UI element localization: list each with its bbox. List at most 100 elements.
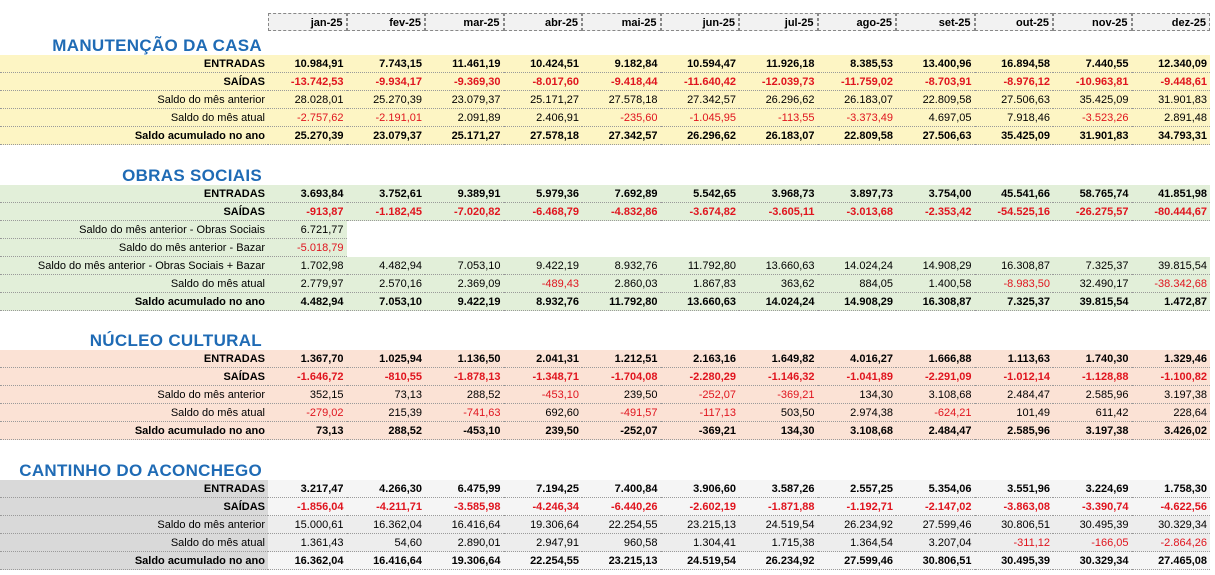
value-cell: 39.815,54	[1053, 293, 1132, 311]
value-cell: -26.275,57	[1053, 203, 1132, 221]
value-cell: 7.053,10	[346, 293, 425, 311]
value-cell: 2.570,16	[346, 275, 425, 293]
value-cell: 1.025,94	[346, 350, 425, 368]
value-cell: -3.674,82	[660, 203, 739, 221]
value-cell: -9.448,61	[1131, 73, 1210, 91]
value-cell: 101,49	[974, 404, 1053, 422]
value-cell: 73,13	[346, 386, 425, 404]
value-cell: -4.211,71	[346, 498, 425, 516]
month-header: out-25	[974, 13, 1053, 31]
section-title: OBRAS SOCIAIS	[122, 166, 262, 185]
value-cell: 3.207,04	[896, 534, 975, 552]
value-cell: 1.758,30	[1131, 480, 1210, 498]
value-cell: 7.400,84	[582, 480, 661, 498]
value-cell: 1.136,50	[425, 350, 504, 368]
value-cell: -9.934,17	[346, 73, 425, 91]
value-cell: 3.217,47	[268, 480, 347, 498]
value-cell: 8.932,76	[503, 293, 582, 311]
value-cell: 11.792,80	[660, 257, 739, 275]
value-cell: -2.291,09	[896, 368, 975, 386]
value-cell: 23.079,37	[425, 91, 504, 109]
value-cell: 27.465,08	[1131, 552, 1210, 570]
value-cell: 14.908,29	[817, 293, 896, 311]
value-cell: 22.254,55	[503, 552, 582, 570]
value-cell: -369,21	[739, 386, 818, 404]
value-cell: 27.578,18	[582, 91, 661, 109]
value-cell: 2.947,91	[503, 534, 582, 552]
value-cell: 25.270,39	[268, 127, 347, 145]
value-cell: 3.587,26	[739, 480, 818, 498]
value-cell: 45.541,66	[974, 185, 1053, 203]
value-cell: -810,55	[346, 368, 425, 386]
value-cell: -235,60	[582, 109, 661, 127]
value-cell: 239,50	[582, 386, 661, 404]
value-cell: 4.266,30	[346, 480, 425, 498]
value-cell: 58.765,74	[1053, 185, 1132, 203]
value-cell: 2.041,31	[503, 350, 582, 368]
value-cell: 31.901,83	[1131, 91, 1210, 109]
value-cell: -2.147,02	[896, 498, 975, 516]
value-cell: -1.856,04	[268, 498, 347, 516]
row-label: ENTRADAS	[0, 55, 268, 73]
value-cell: 7.918,46	[974, 109, 1053, 127]
row-label: SAÍDAS	[0, 368, 268, 386]
value-cell: 26.234,92	[739, 552, 818, 570]
value-cell: 1.666,88	[896, 350, 975, 368]
row-label: Saldo acumulado no ano	[0, 552, 268, 570]
value-cell: -80.444,67	[1131, 203, 1210, 221]
value-cell: -11.759,02	[817, 73, 896, 91]
month-header: jul-25	[739, 13, 818, 31]
value-cell: 14.024,24	[817, 257, 896, 275]
value-cell: -2.191,01	[346, 109, 425, 127]
value-cell: 3.693,84	[268, 185, 347, 203]
value-cell: 30.806,51	[896, 552, 975, 570]
value-cell: -913,87	[268, 203, 347, 221]
month-header: jun-25	[660, 13, 739, 31]
value-cell: 3.551,96	[974, 480, 1053, 498]
value-cell: 239,50	[503, 422, 582, 440]
month-header: abr-25	[503, 13, 582, 31]
row-label: Saldo do mês anterior	[0, 386, 268, 404]
value-cell: 26.183,07	[817, 91, 896, 109]
value-cell: -6.440,26	[582, 498, 661, 516]
value-cell: 3.426,02	[1131, 422, 1210, 440]
value-cell: 960,58	[582, 534, 661, 552]
value-cell: -3.863,08	[974, 498, 1053, 516]
value-cell: 11.461,19	[425, 55, 504, 73]
value-cell: 288,52	[346, 422, 425, 440]
value-cell: -3.390,74	[1053, 498, 1132, 516]
value-cell: -54.525,16	[974, 203, 1053, 221]
value-cell: 23.215,13	[660, 516, 739, 534]
value-cell: 27.342,57	[582, 127, 661, 145]
value-cell: 2.557,25	[817, 480, 896, 498]
value-cell: 2.891,48	[1131, 109, 1210, 127]
value-cell: -1.646,72	[268, 368, 347, 386]
value-cell: -113,55	[739, 109, 818, 127]
value-cell: -252,07	[660, 386, 739, 404]
value-cell: -8.017,60	[503, 73, 582, 91]
value-cell: 10.594,47	[660, 55, 739, 73]
value-cell: -13.742,53	[268, 73, 347, 91]
section-title: NÚCLEO CULTURAL	[89, 331, 262, 350]
value-cell: 611,42	[1053, 404, 1132, 422]
value-cell: 8.385,53	[817, 55, 896, 73]
value-cell: 2.585,96	[1053, 386, 1132, 404]
row-label: Saldo do mês anterior - Obras Sociais + …	[0, 257, 268, 275]
value-cell: 16.894,58	[974, 55, 1053, 73]
value-cell: -1.128,88	[1053, 368, 1132, 386]
value-cell: -311,12	[974, 534, 1053, 552]
row-label: ENTRADAS	[0, 480, 268, 498]
value-cell: 1.361,43	[268, 534, 347, 552]
value-cell: -5.018,79	[268, 239, 347, 257]
value-cell: 25.171,27	[425, 127, 504, 145]
value-cell: 28.028,01	[268, 91, 347, 109]
value-cell: 54,60	[346, 534, 425, 552]
value-cell: 1.715,38	[739, 534, 818, 552]
value-cell: 2.091,89	[425, 109, 504, 127]
value-cell: 27.599,46	[817, 552, 896, 570]
value-cell: 31.901,83	[1053, 127, 1132, 145]
value-cell: 2.860,03	[582, 275, 661, 293]
month-header: set-25	[896, 13, 975, 31]
value-cell: 34.793,31	[1131, 127, 1210, 145]
